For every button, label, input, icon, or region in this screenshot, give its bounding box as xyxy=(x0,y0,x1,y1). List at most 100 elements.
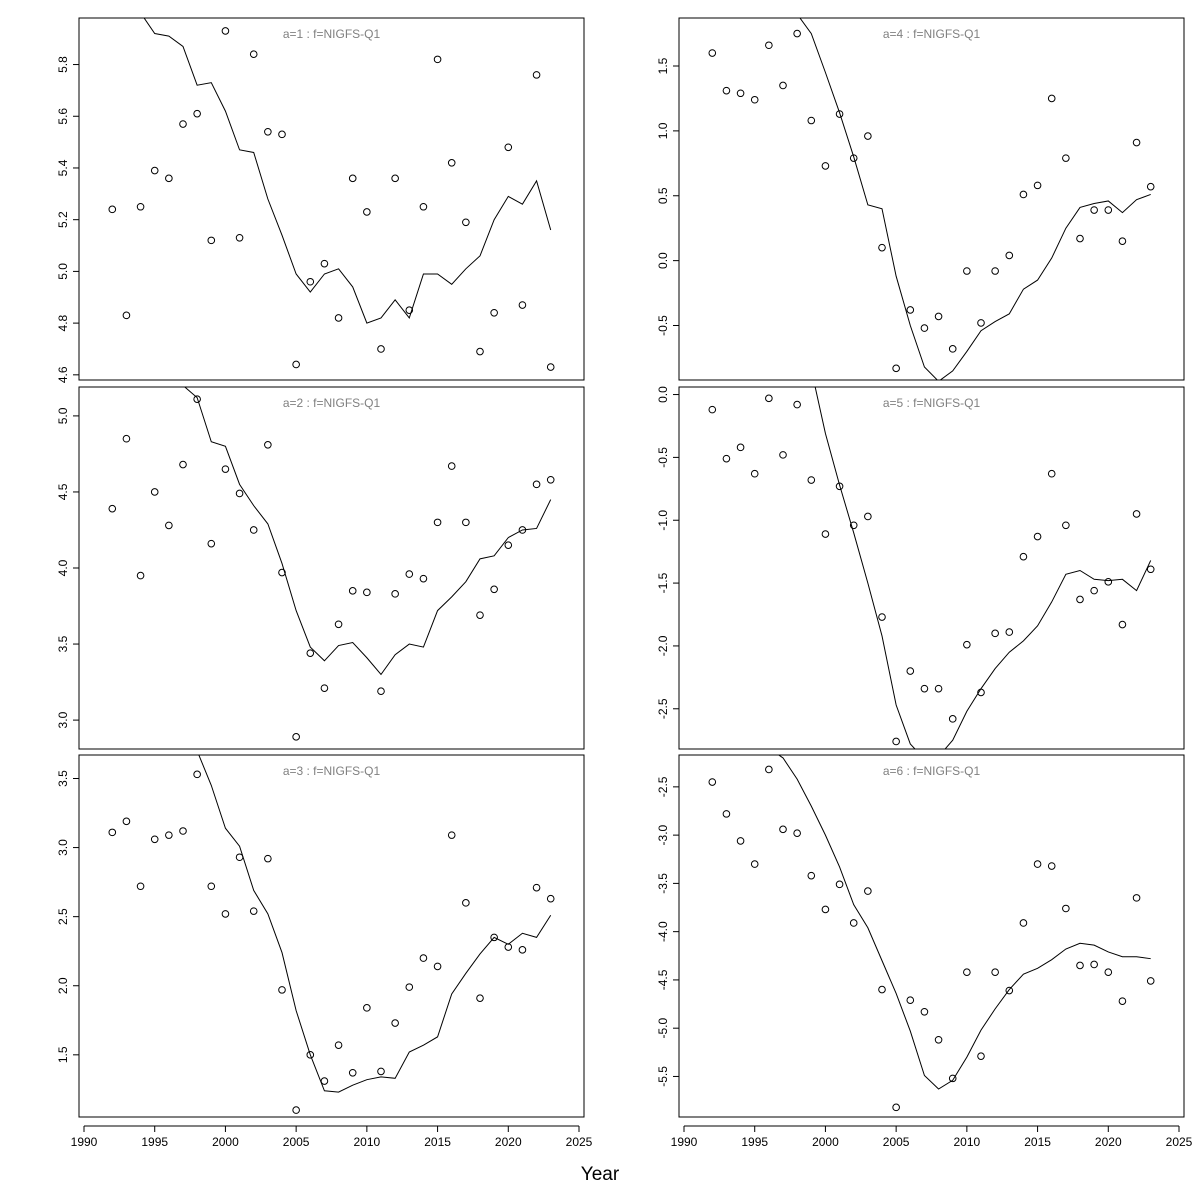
observed-point xyxy=(193,109,201,118)
y-tick-label: 0.5 xyxy=(656,187,670,204)
panel-frame xyxy=(78,17,585,381)
observed-point xyxy=(1118,237,1127,245)
observed-point xyxy=(264,440,272,449)
observed-point xyxy=(363,588,371,597)
observed-point xyxy=(306,277,315,286)
observed-point xyxy=(447,462,456,470)
observed-point xyxy=(793,400,801,409)
panel-label: a=5 : f=NIGFS-Q1 xyxy=(883,396,981,410)
fitted-line xyxy=(777,755,1151,1090)
observed-point xyxy=(462,899,470,907)
y-tick-label: -5.0 xyxy=(656,1018,670,1039)
observed-point xyxy=(108,828,117,837)
observed-point xyxy=(948,715,957,723)
observed-point xyxy=(920,684,929,693)
observed-point xyxy=(1132,510,1141,518)
x-tick-label: 1990 xyxy=(71,1135,98,1149)
y-tick-label: -3.5 xyxy=(656,873,670,894)
observed-point xyxy=(249,526,258,534)
observed-point xyxy=(363,1004,371,1012)
observed-point xyxy=(849,154,858,162)
y-tick-label: -3.0 xyxy=(656,824,670,845)
observed-point xyxy=(462,218,470,227)
observed-point xyxy=(821,162,830,170)
observed-point xyxy=(807,116,816,125)
observed-point xyxy=(892,1103,900,1112)
observed-point xyxy=(864,887,872,895)
observed-point xyxy=(934,684,943,693)
x-tick-label: 2020 xyxy=(1095,1135,1122,1149)
observed-point xyxy=(1005,251,1014,260)
observed-point xyxy=(963,267,971,275)
observed-point xyxy=(334,314,343,322)
observed-point xyxy=(779,451,787,459)
observed-point xyxy=(1104,968,1113,977)
observed-point xyxy=(1132,894,1141,902)
panel-label: a=6 : f=NIGFS-Q1 xyxy=(883,764,981,778)
observed-points xyxy=(108,27,555,371)
observed-point xyxy=(150,166,159,175)
observed-point xyxy=(292,1106,300,1114)
observed-point xyxy=(150,488,159,496)
observed-point xyxy=(377,687,385,696)
observed-point xyxy=(476,347,484,356)
y-tick-label: -5.5 xyxy=(656,1066,670,1087)
observed-point xyxy=(377,345,385,353)
observed-point xyxy=(476,994,484,1002)
observed-point xyxy=(419,954,428,962)
observed-point xyxy=(165,174,173,183)
observed-points xyxy=(708,394,1155,746)
panel-a6: a=6 : f=NIGFS-Q1 -5.5 -5.0 -4.5 -4.0 -3.5 -3.0… xyxy=(656,754,1185,1118)
observed-point xyxy=(1033,181,1042,190)
x-tick-label: 2000 xyxy=(212,1135,239,1149)
observed-point xyxy=(405,306,414,314)
y-tick-label: -2.5 xyxy=(656,776,670,797)
observed-point xyxy=(722,810,731,818)
observed-point xyxy=(221,27,230,35)
observed-point xyxy=(447,159,456,167)
observed-point xyxy=(476,611,484,619)
y-tick-label: 1.5 xyxy=(656,57,670,74)
observed-point xyxy=(1104,206,1113,214)
observed-point xyxy=(736,89,745,98)
observed-point xyxy=(807,871,816,880)
y-tick-label: -4.0 xyxy=(656,921,670,942)
observed-point xyxy=(849,919,858,927)
panel-frame xyxy=(678,17,1185,381)
observed-point xyxy=(1047,862,1056,870)
observed-point xyxy=(1146,182,1155,191)
observed-point xyxy=(1033,860,1042,868)
observed-point xyxy=(835,482,844,491)
observed-point xyxy=(207,236,216,245)
observed-points xyxy=(708,29,1155,373)
observed-point xyxy=(920,324,929,332)
x-tick-label: 2000 xyxy=(812,1135,839,1149)
observed-point xyxy=(405,983,414,991)
y-tick-label: 5.0 xyxy=(56,407,70,424)
x-tick-label: 1995 xyxy=(141,1135,168,1149)
panel-label: a=3 : f=NIGFS-Q1 xyxy=(283,764,381,778)
x-tick-label: 2010 xyxy=(954,1135,981,1149)
fitted-line xyxy=(143,18,552,324)
observed-point xyxy=(963,640,971,649)
x-tick-label: 1995 xyxy=(741,1135,768,1149)
observed-point xyxy=(821,905,830,914)
observed-point xyxy=(136,202,145,211)
observed-point xyxy=(207,539,216,548)
observed-point xyxy=(991,267,999,275)
observed-point xyxy=(1146,565,1155,574)
observed-point xyxy=(546,363,555,371)
y-tick-label: -0.5 xyxy=(656,447,670,468)
observed-point xyxy=(878,613,886,621)
y-tick-label: 0.0 xyxy=(656,386,670,403)
observed-point xyxy=(221,910,230,918)
observed-point xyxy=(934,1035,943,1044)
observed-point xyxy=(1062,154,1070,162)
panel-label: a=1 : f=NIGFS-Q1 xyxy=(283,27,381,41)
fitted-line xyxy=(799,18,1151,380)
observed-point xyxy=(518,946,527,954)
y-tick-label: 5.4 xyxy=(56,159,70,176)
observed-point xyxy=(447,831,456,839)
y-tick-label: 4.5 xyxy=(56,483,70,500)
y-tick-label: 4.8 xyxy=(56,314,70,331)
